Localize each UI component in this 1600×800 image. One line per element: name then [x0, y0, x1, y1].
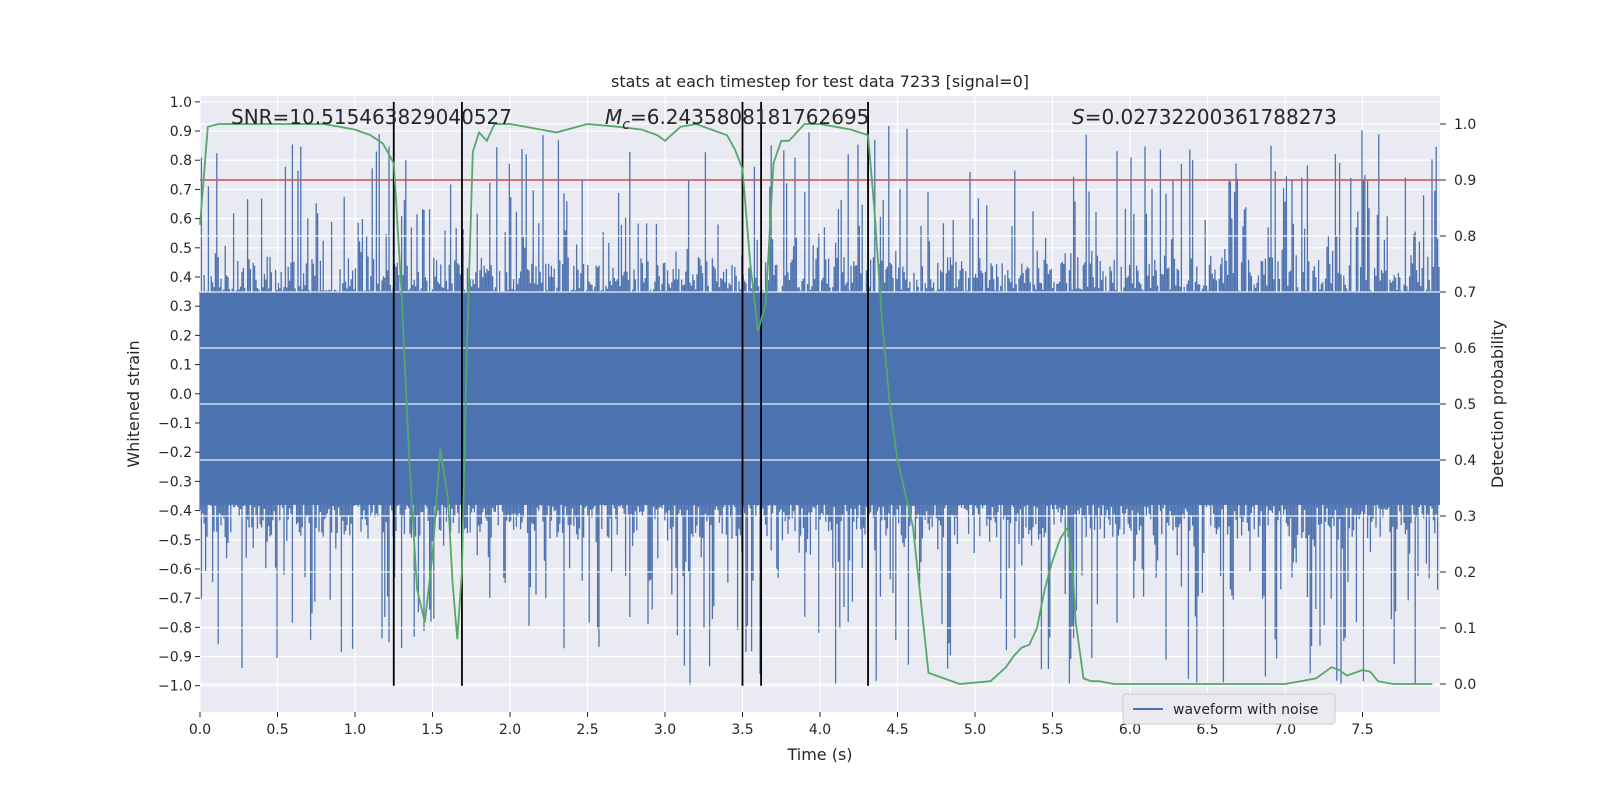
chart-title: stats at each timestep for test data 723…	[611, 72, 1029, 91]
y-right-tick-label: 0.4	[1454, 453, 1476, 469]
s-annotation: S=0.02732200361788273	[1072, 105, 1337, 129]
x-tick-label: 6.0	[1119, 722, 1141, 738]
chirp-mass-subscript: c	[622, 117, 630, 133]
x-tick-label: 7.0	[1274, 722, 1296, 738]
y-left-tick-label: 0.3	[170, 299, 192, 315]
y-left-tick-label: 0.1	[170, 358, 192, 374]
y-left-tick-label: 0.7	[170, 182, 192, 198]
y-left-tick-label: −0.2	[158, 445, 192, 461]
y-left-tick-label: −0.8	[158, 620, 192, 636]
chirp-mass-symbol: M	[605, 105, 622, 129]
chirp-mass-value: =6.2435808181762695	[630, 105, 869, 129]
y-axis-right-ticks: 1.0 0.9 0.8 0.7 0.6 0.5 0.4 0.3 0.2 0.1 0.0	[1440, 117, 1476, 693]
y-right-tick-label: 1.0	[1454, 117, 1476, 133]
y-left-tick-label: −0.7	[158, 591, 192, 607]
y-left-tick-label: 0.9	[170, 124, 192, 140]
x-tick-label: 3.5	[731, 722, 753, 738]
y-right-tick-label: 0.0	[1454, 677, 1476, 693]
x-tick-label: 3.0	[654, 722, 676, 738]
noise-spikes	[199, 125, 1440, 686]
x-tick-label: 1.5	[421, 722, 443, 738]
y-left-tick-label: 0.8	[170, 153, 192, 169]
x-tick-label: 2.0	[499, 722, 521, 738]
y-left-tick-label: −0.6	[158, 562, 192, 578]
detection-probability-line	[199, 123, 1433, 685]
y-right-tick-label: 0.6	[1454, 341, 1476, 357]
x-tick-label: 1.0	[344, 722, 366, 738]
x-tick-label: 5.0	[964, 722, 986, 738]
y-right-tick-label: 0.7	[1454, 285, 1476, 301]
x-tick-label: 5.5	[1041, 722, 1063, 738]
y-right-tick-label: 0.8	[1454, 229, 1476, 245]
vertical-markers	[392, 101, 869, 686]
legend-box	[1122, 693, 1336, 725]
y-axis-right-label: Detection probability	[1488, 320, 1507, 488]
legend: waveform with noise	[1122, 693, 1336, 725]
x-axis-ticks: 0.0 0.5 1.0 1.5 2.0 2.5 3.0 3.5 4.0 4.5 5.0 5.5 6.0 6…	[189, 712, 1374, 738]
x-tick-label: 4.5	[886, 722, 908, 738]
s-symbol: S	[1072, 105, 1085, 129]
y-right-tick-label: 0.2	[1454, 565, 1476, 581]
x-tick-label: 6.5	[1196, 722, 1218, 738]
x-tick-label: 2.5	[576, 722, 598, 738]
y-right-tick-label: 0.3	[1454, 509, 1476, 525]
y-right-tick-label: 0.9	[1454, 173, 1476, 189]
y-left-tick-label: 0.6	[170, 212, 192, 228]
y-left-tick-label: 1.0	[170, 95, 192, 111]
y-axis-left-label: Whitened strain	[124, 340, 143, 467]
s-value: =0.02732200361788273	[1085, 105, 1337, 129]
chirp-mass-annotation: Mc=6.2435808181762695	[605, 105, 869, 133]
y-left-tick-label: 0.4	[170, 270, 192, 286]
snr-annotation: SNR=10.515463829040527	[231, 105, 512, 129]
y-left-tick-label: −0.5	[158, 533, 192, 549]
y-axis-left-ticks: 1.0 0.9 0.8 0.7 0.6 0.5 0.4 0.3 0.2 0.1 0.0 −0.1 −0.…	[158, 95, 200, 695]
y-left-tick-label: 0.2	[170, 328, 192, 344]
legend-label: waveform with noise	[1173, 702, 1318, 718]
x-tick-label: 0.5	[266, 722, 288, 738]
x-tick-label: 0.0	[189, 722, 211, 738]
y-right-tick-label: 0.1	[1454, 621, 1476, 637]
y-left-tick-label: −0.4	[158, 504, 192, 520]
x-tick-label: 4.0	[809, 722, 831, 738]
x-axis-label: Time (s)	[786, 745, 852, 764]
y-left-tick-label: 0.5	[170, 241, 192, 257]
y-left-tick-label: −1.0	[158, 679, 192, 695]
y-left-tick-label: −0.3	[158, 474, 192, 490]
y-left-tick-label: 0.0	[170, 387, 192, 403]
y-right-tick-label: 0.5	[1454, 397, 1476, 413]
y-left-tick-label: −0.9	[158, 650, 192, 666]
y-left-tick-label: −0.1	[158, 416, 192, 432]
waveform-with-noise-series	[199, 125, 1440, 686]
x-tick-label: 7.5	[1351, 722, 1373, 738]
